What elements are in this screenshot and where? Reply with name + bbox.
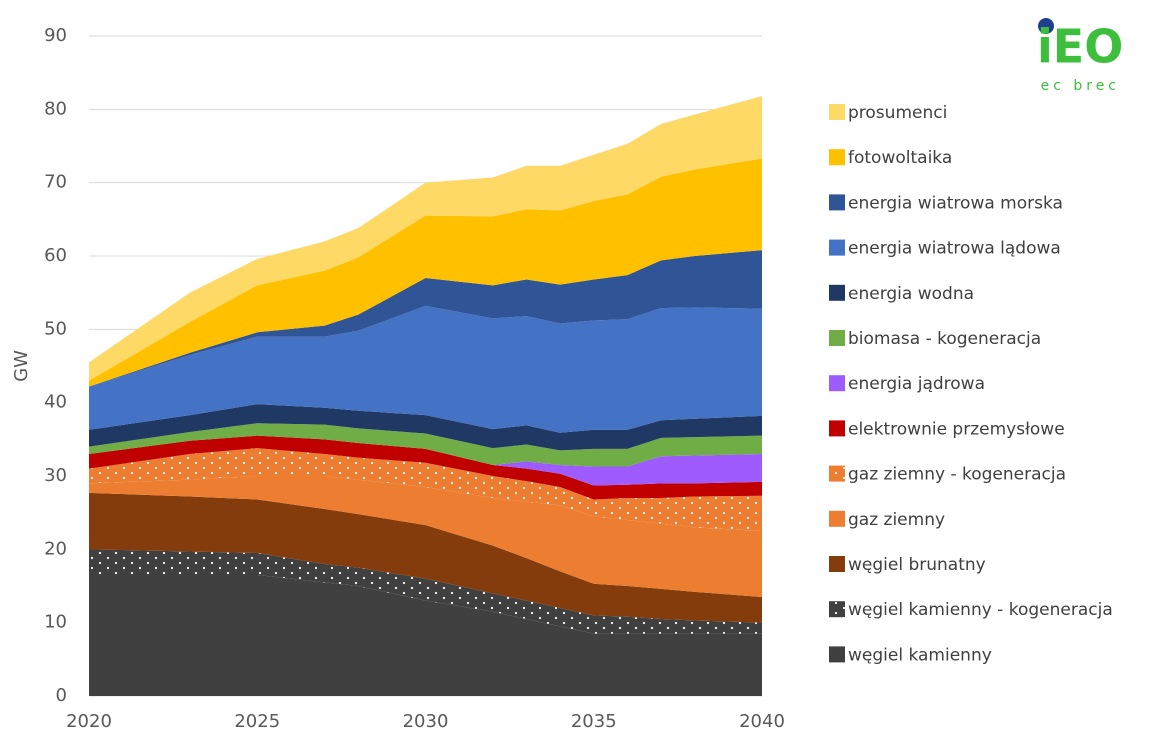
legend-swatch bbox=[829, 465, 845, 482]
logo-dot bbox=[1038, 18, 1054, 34]
legend-label: fotowoltaika bbox=[848, 148, 952, 168]
area bbox=[89, 250, 762, 387]
x-tick-label: 2040 bbox=[739, 711, 785, 732]
area bbox=[89, 305, 762, 433]
legend-label: węgiel kamienny bbox=[848, 645, 992, 665]
area bbox=[89, 158, 762, 387]
logo-subtitle: ec brec bbox=[1041, 78, 1120, 94]
y-tick-label: 70 bbox=[44, 172, 67, 193]
area bbox=[89, 423, 762, 467]
legend-swatch bbox=[829, 601, 845, 618]
legend-swatch bbox=[829, 149, 845, 166]
area bbox=[89, 575, 762, 696]
y-tick-label: 20 bbox=[44, 538, 67, 559]
logo-text: iEO bbox=[1037, 20, 1123, 74]
legend-swatch bbox=[829, 556, 845, 572]
area bbox=[89, 404, 762, 451]
x-tick-label: 2035 bbox=[571, 711, 617, 732]
legend-label: węgiel kamienny - kogeneracja bbox=[848, 600, 1113, 620]
area bbox=[89, 549, 762, 634]
legend-swatch bbox=[829, 510, 845, 527]
legend-swatch bbox=[829, 330, 845, 346]
area bbox=[89, 476, 762, 597]
y-axis-label: GW bbox=[11, 350, 32, 382]
x-tick-label: 2030 bbox=[403, 711, 449, 732]
x-tick-label: 2020 bbox=[66, 711, 112, 732]
legend-swatch bbox=[829, 420, 845, 437]
x-tick-label: 2025 bbox=[234, 711, 280, 732]
legend-swatch bbox=[829, 375, 845, 392]
legend-label: gaz ziemny - kogeneracja bbox=[848, 465, 1066, 485]
area bbox=[89, 96, 762, 381]
y-tick-label: 10 bbox=[44, 612, 67, 633]
areas bbox=[89, 96, 762, 696]
legend-label: energia wodna bbox=[848, 284, 974, 304]
legend-label: energia wiatrowa morska bbox=[848, 193, 1063, 213]
legend-label: energia jądrowa bbox=[848, 374, 985, 394]
y-tick-label: 80 bbox=[44, 98, 67, 119]
legend-label: elektrownie przemysłowe bbox=[848, 419, 1065, 439]
legend-label: gaz ziemny bbox=[848, 510, 945, 530]
y-tick-label: 30 bbox=[44, 465, 67, 486]
legend-label: prosumenci bbox=[848, 103, 947, 123]
legend-swatch bbox=[829, 239, 845, 256]
legend-label: energia wiatrowa lądowa bbox=[848, 239, 1061, 259]
y-tick-label: 60 bbox=[44, 245, 67, 266]
legend-label: biomasa - kogeneracja bbox=[848, 329, 1041, 349]
legend-label: węgiel brunatny bbox=[848, 555, 986, 575]
legend-swatch bbox=[829, 104, 845, 120]
legend-swatch bbox=[829, 646, 845, 663]
area bbox=[89, 492, 762, 623]
legend-swatch bbox=[829, 194, 845, 211]
area bbox=[89, 435, 762, 486]
y-tick-label: 90 bbox=[44, 25, 67, 46]
legend-swatch bbox=[829, 284, 845, 301]
area bbox=[89, 448, 762, 531]
y-tick-label: 50 bbox=[44, 318, 67, 339]
area bbox=[89, 435, 762, 500]
y-tick-label: 0 bbox=[56, 685, 67, 706]
y-tick-label: 40 bbox=[44, 392, 67, 413]
